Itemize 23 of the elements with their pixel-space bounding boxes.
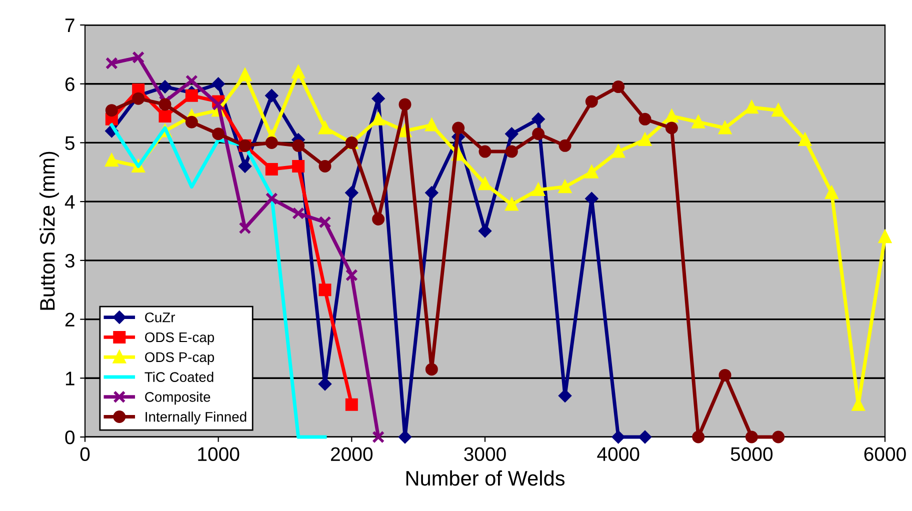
y-tick-label: 7 bbox=[65, 18, 74, 32]
x-tick-label: 3000 bbox=[464, 447, 506, 462]
legend-label: CuZr bbox=[145, 312, 176, 322]
x-tick-label: 2000 bbox=[331, 447, 373, 462]
y-axis-title: Button Size (mm) bbox=[39, 152, 59, 310]
x-tick-label: 0 bbox=[80, 447, 90, 462]
legend-label: Composite bbox=[145, 392, 210, 405]
x-tick-label: 5000 bbox=[730, 447, 773, 462]
legend-label: ODS E-cap bbox=[145, 332, 214, 345]
legend-label: ODS P-cap bbox=[145, 352, 214, 365]
x-tick-label: 6000 bbox=[864, 447, 906, 462]
x-axis-title: Number of Welds bbox=[406, 470, 565, 486]
y-tick-label: 1 bbox=[66, 372, 74, 386]
y-tick-label: 0 bbox=[65, 430, 75, 444]
y-tick-label: 4 bbox=[64, 195, 75, 209]
x-tick-label: 4000 bbox=[597, 447, 640, 462]
y-tick-label: 6 bbox=[65, 77, 74, 92]
legend-label: Internally Finned bbox=[146, 412, 246, 424]
y-tick-label: 3 bbox=[65, 254, 74, 268]
legend-label: TiC Coated bbox=[144, 372, 214, 382]
x-tick-label: 1000 bbox=[198, 447, 240, 462]
y-tick-label: 5 bbox=[65, 136, 74, 150]
y-tick-label: 2 bbox=[65, 312, 74, 326]
